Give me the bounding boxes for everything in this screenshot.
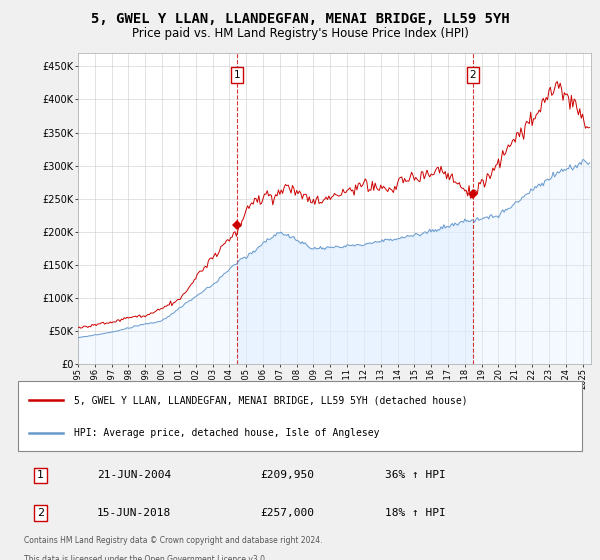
Text: 1: 1 [37, 470, 44, 480]
Text: 36% ↑ HPI: 36% ↑ HPI [385, 470, 445, 480]
Text: 5, GWEL Y LLAN, LLANDEGFAN, MENAI BRIDGE, LL59 5YH (detached house): 5, GWEL Y LLAN, LLANDEGFAN, MENAI BRIDGE… [74, 395, 468, 405]
Text: 5, GWEL Y LLAN, LLANDEGFAN, MENAI BRIDGE, LL59 5YH: 5, GWEL Y LLAN, LLANDEGFAN, MENAI BRIDGE… [91, 12, 509, 26]
Text: Contains HM Land Registry data © Crown copyright and database right 2024.: Contains HM Land Registry data © Crown c… [23, 536, 322, 545]
Text: This data is licensed under the Open Government Licence v3.0.: This data is licensed under the Open Gov… [23, 554, 267, 560]
Text: 18% ↑ HPI: 18% ↑ HPI [385, 508, 445, 518]
Text: 1: 1 [234, 70, 241, 80]
Text: 2: 2 [469, 70, 476, 80]
Text: 21-JUN-2004: 21-JUN-2004 [97, 470, 171, 480]
Text: £257,000: £257,000 [260, 508, 314, 518]
Text: £209,950: £209,950 [260, 470, 314, 480]
Text: 15-JUN-2018: 15-JUN-2018 [97, 508, 171, 518]
Text: Price paid vs. HM Land Registry's House Price Index (HPI): Price paid vs. HM Land Registry's House … [131, 27, 469, 40]
Text: HPI: Average price, detached house, Isle of Anglesey: HPI: Average price, detached house, Isle… [74, 428, 380, 438]
Text: 2: 2 [37, 508, 44, 518]
